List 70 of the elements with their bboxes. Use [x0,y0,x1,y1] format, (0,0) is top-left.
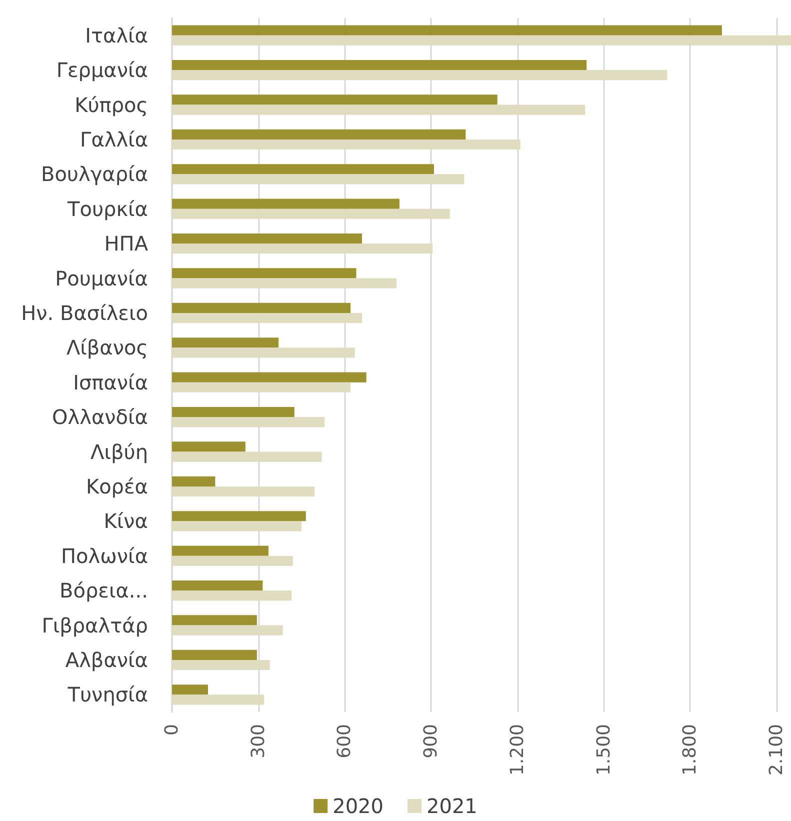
x-tick-label: 300 [248,724,269,758]
x-tick-label: 0 [162,724,182,736]
y-tick-label: Βόρεια... [60,578,148,603]
y-tick-label: Ολλανδία [52,405,148,430]
y-tick-label: Ην. Βασίλειο [21,300,148,325]
x-tick-label: 1.500 [593,724,614,776]
bar [172,615,257,626]
x-tick-label: 1.200 [506,724,528,776]
y-tick-label: Ισπανία [73,370,148,394]
bar [172,486,315,497]
bar [172,556,293,566]
bar [172,139,520,150]
bar [172,660,270,670]
bar [172,452,322,462]
y-tick-label: Τουρκία [66,196,148,221]
x-tick-label: 900 [420,724,442,758]
y-tick-label: Κορέα [86,474,148,498]
bar [172,104,586,115]
bar [172,244,433,254]
y-tick-label: Λίβανος [66,336,148,360]
bar [172,417,325,428]
bar [172,382,350,392]
bar [172,312,362,324]
bar [172,406,294,418]
bar [172,625,283,636]
bar [172,511,306,522]
y-tick-label: Αλβανία [65,648,148,672]
bar [172,521,302,532]
bar [172,60,587,70]
bar [172,684,208,695]
y-tick-label: Γιβραλτάρ [42,613,148,638]
bar [172,208,450,219]
x-tick-label: 2.100 [766,724,788,776]
bar [172,546,268,556]
x-tick-label: 600 [334,724,356,758]
bar [172,35,791,46]
bar [172,302,350,313]
bar [172,348,355,358]
bar [172,164,434,174]
y-tick-label: Ρουμανία [55,266,148,290]
x-tick-label: 1.800 [680,724,701,776]
bar [172,278,397,288]
bar [172,198,400,209]
y-tick-label: Ιταλία [85,23,148,48]
bar [172,650,257,660]
bar [172,129,466,140]
bar [172,174,464,184]
bar [172,268,356,278]
bar [172,590,292,601]
bar [172,694,264,705]
bar [172,442,246,452]
y-tick-label: Κύπρος [74,92,148,117]
y-tick-label: Πολωνία [61,544,148,568]
bar [172,25,722,36]
y-tick-label: Βουλγαρία [40,162,148,186]
y-tick-label: Γαλλία [80,127,148,152]
y-tick-label: ΗΠΑ [104,232,148,256]
bar [172,580,263,591]
bar [172,476,216,486]
y-tick-label: Κίνα [104,509,148,534]
y-tick-label: Γερμανία [56,58,148,82]
bar [172,94,498,105]
bar [172,338,279,348]
bar [172,70,668,80]
legend-label: 2020 [332,794,384,818]
bar [172,372,366,382]
bar [172,233,362,244]
legend-label: 2021 [426,794,478,818]
y-tick-label: Τυνησία [66,682,148,707]
y-tick-label: Λιβύη [90,440,148,464]
